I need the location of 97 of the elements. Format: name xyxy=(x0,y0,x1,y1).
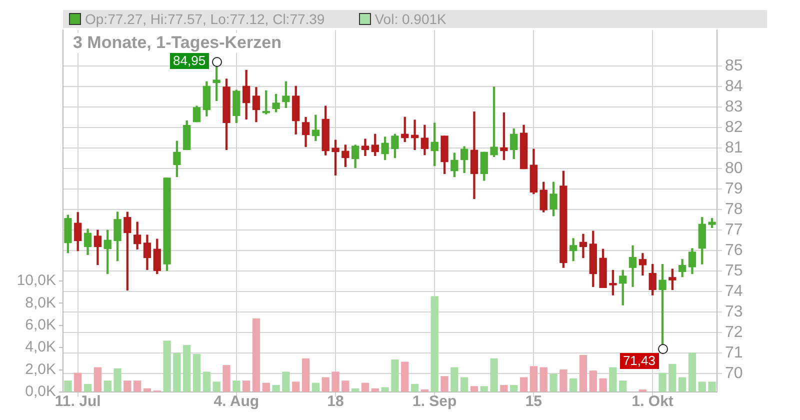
bar xyxy=(332,372,340,392)
bar xyxy=(222,365,230,392)
bar xyxy=(589,370,597,392)
bar xyxy=(381,387,389,392)
bar xyxy=(114,368,122,392)
bar xyxy=(540,367,548,392)
bar xyxy=(560,369,568,392)
bar xyxy=(252,318,260,392)
y2-tick-label: 70 xyxy=(725,364,743,382)
bar xyxy=(450,367,458,392)
y2-tick-label: 76 xyxy=(725,242,743,259)
bar xyxy=(401,362,409,392)
bar xyxy=(232,380,240,392)
y-tick-label: 10,0K xyxy=(16,272,56,290)
bar xyxy=(520,377,528,392)
bar xyxy=(678,377,686,392)
bar xyxy=(490,358,498,392)
bar xyxy=(302,358,310,392)
bar xyxy=(420,389,429,392)
bar xyxy=(569,378,578,392)
y2-tick-label: 75 xyxy=(725,262,743,280)
bar xyxy=(282,372,290,392)
y-tick-label: 0,0K xyxy=(25,383,56,400)
bar xyxy=(668,364,676,392)
candlestick xyxy=(579,234,588,258)
y2-tick-label: 82 xyxy=(725,118,743,136)
annotation: 71,43 xyxy=(620,353,658,370)
bar xyxy=(609,367,617,392)
legend-label: Op:77.27, Hi:77.57, Lo:77.12, Cl:77.39 xyxy=(85,11,325,27)
bar xyxy=(698,382,706,392)
bar xyxy=(342,380,350,392)
bar xyxy=(430,296,438,392)
bar xyxy=(440,376,448,392)
y2-tick-label: 73 xyxy=(725,303,743,320)
y2-tick-label: 77 xyxy=(725,221,743,238)
bar xyxy=(292,382,300,392)
bar xyxy=(64,380,72,392)
bar xyxy=(410,384,419,392)
bar xyxy=(173,352,181,392)
bar xyxy=(599,378,607,392)
y2-tick-label: 71 xyxy=(725,344,743,362)
y-tick-label: 6,0K xyxy=(25,316,56,334)
bar xyxy=(688,352,696,392)
bar xyxy=(530,366,538,392)
bar xyxy=(84,384,92,392)
bar xyxy=(371,388,379,392)
bar xyxy=(212,382,220,392)
y2-tick-label: 80 xyxy=(725,160,743,177)
x-tick-label: 18 xyxy=(326,393,345,411)
x-tick-label: 15 xyxy=(524,393,544,411)
y-tick-label: 2,0K xyxy=(25,360,56,378)
bar xyxy=(361,382,370,392)
bar xyxy=(183,345,191,392)
x-tick-label: 1. Sep xyxy=(411,393,458,411)
bar xyxy=(163,340,171,392)
y2-tick-label: 85 xyxy=(725,57,743,74)
legend-label: Vol: 0.901K xyxy=(374,11,446,27)
bar xyxy=(480,386,488,392)
bar xyxy=(460,377,468,392)
bar xyxy=(619,380,627,392)
bar xyxy=(133,380,142,392)
x-tick-label: 4. Aug xyxy=(212,393,260,411)
y-tick-label: 8,0K xyxy=(25,294,56,312)
bar xyxy=(550,374,558,392)
bar xyxy=(94,367,102,392)
y2-tick-label: 81 xyxy=(725,139,743,156)
bar xyxy=(391,359,399,392)
y2-tick-label: 78 xyxy=(725,200,743,218)
y2-tick-label: 72 xyxy=(725,324,743,341)
bar xyxy=(708,382,716,392)
x-tick-label: 11. Jul xyxy=(54,393,102,411)
bar xyxy=(143,388,152,392)
bar xyxy=(272,385,280,392)
bar xyxy=(262,382,270,392)
bar xyxy=(500,385,508,392)
y-tick-label: 4,0K xyxy=(25,338,56,356)
bar xyxy=(510,385,518,392)
annotation: 84,95 xyxy=(170,53,209,70)
y2-tick-label: 84 xyxy=(725,78,743,95)
bar xyxy=(470,386,478,392)
bar xyxy=(579,355,588,392)
bar xyxy=(312,382,320,392)
bar xyxy=(124,380,132,392)
bar xyxy=(351,388,360,392)
bar xyxy=(202,372,211,392)
y2-tick-label: 83 xyxy=(725,98,743,116)
bar xyxy=(658,372,666,392)
bar xyxy=(104,380,112,392)
bar xyxy=(192,354,201,392)
chart-title: 3 Monate, 1-Tages-Kerzen xyxy=(71,33,284,53)
y2-tick-label: 79 xyxy=(725,180,743,198)
x-tick-label: 1. Okt xyxy=(630,393,674,411)
bar xyxy=(638,389,647,392)
bar xyxy=(322,377,330,392)
bar xyxy=(74,372,82,392)
bar xyxy=(242,380,250,392)
y2-tick-label: 74 xyxy=(725,282,743,300)
